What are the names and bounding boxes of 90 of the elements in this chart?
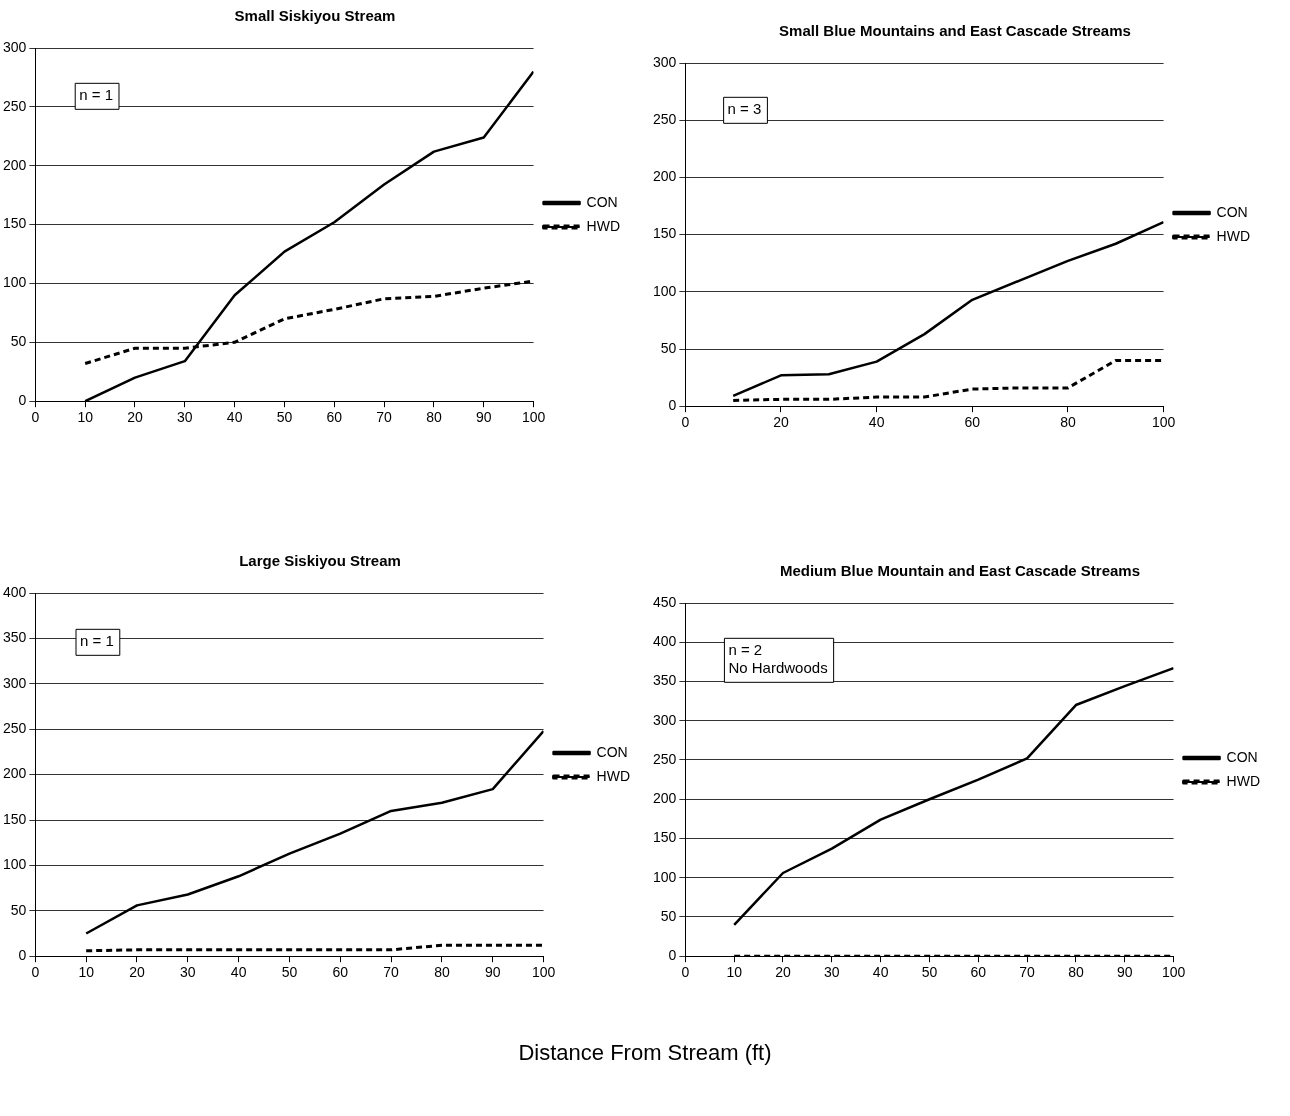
y-tick-label: 350: [653, 672, 677, 689]
y-tick-label: 0: [668, 397, 677, 414]
annotation: n = 1: [80, 631, 114, 649]
chart-title: Small Blue Mountains and East Cascade Streams: [779, 22, 1131, 40]
y-tick-label: 250: [653, 750, 677, 767]
x-tick-label: 50: [281, 964, 298, 981]
y-tick-label: 100: [3, 274, 27, 291]
x-tick-label: 100: [521, 409, 546, 426]
x-tick-label: 60: [964, 414, 981, 431]
x-tick-label: 80: [434, 964, 450, 981]
x-tick-label: 40: [872, 964, 889, 981]
x-tick-label: 0: [681, 964, 690, 981]
x-tick-label: 80: [1060, 414, 1076, 431]
line-series: [731, 358, 1164, 402]
x-tick-label: 10: [78, 964, 95, 981]
legend-label: CON: [1216, 203, 1248, 220]
y-tick-label: 200: [653, 790, 677, 807]
chart-title: Medium Blue Mountain and East Cascade Streams: [779, 562, 1141, 580]
y-tick-label: 250: [3, 720, 27, 737]
x-tick-label: 100: [531, 964, 556, 981]
y-tick-label: 150: [3, 810, 27, 827]
x-tick-label: 40: [868, 414, 885, 431]
x-tick-label: 10: [77, 409, 94, 426]
x-tick-label: 20: [775, 964, 791, 981]
legend-label: HWD: [596, 767, 630, 784]
x-tick-label: 0: [31, 409, 40, 426]
x-tick-label: 70: [1019, 964, 1036, 981]
y-tick-label: 400: [3, 583, 27, 600]
x-tick-label: 20: [127, 409, 143, 426]
y-tick-label: 350: [3, 629, 27, 646]
y-tick-label: 50: [10, 333, 27, 350]
y-tick-label: 250: [3, 97, 27, 114]
legend-label: HWD: [1226, 772, 1260, 789]
y-tick-label: 100: [653, 282, 677, 299]
y-tick-label: 200: [3, 765, 27, 782]
y-tick-label: 0: [18, 392, 27, 409]
legend-label: CON: [586, 193, 618, 210]
y-tick-label: 300: [3, 38, 27, 55]
x-tick-label: 30: [824, 964, 840, 981]
y-tick-label: 300: [653, 53, 677, 70]
x-tick-label: 30: [177, 409, 193, 426]
x-tick-label: 100: [1151, 414, 1176, 431]
x-tick-label: 20: [129, 964, 145, 981]
x-tick-label: 50: [921, 964, 938, 981]
legend-label: CON: [1226, 748, 1258, 765]
x-axis-title: Distance From Stream (ft): [517, 1040, 773, 1066]
y-tick-label: 50: [660, 339, 677, 356]
y-tick-label: 100: [3, 856, 27, 873]
x-tick-label: 90: [475, 409, 492, 426]
annotation: n = 2 No Hardwoods: [728, 640, 828, 676]
y-tick-label: 100: [653, 868, 677, 885]
chart-title: Large Siskiyou Stream: [239, 552, 401, 570]
x-tick-label: 80: [1068, 964, 1084, 981]
y-tick-label: 250: [653, 111, 677, 128]
y-tick-label: 50: [10, 901, 27, 918]
y-tick-label: 200: [653, 168, 677, 185]
annotation: n = 1: [79, 85, 113, 103]
x-tick-label: 100: [1161, 964, 1186, 981]
x-tick-label: 90: [1116, 964, 1133, 981]
chart-title: Small Siskiyou Stream: [234, 7, 396, 25]
x-tick-label: 90: [484, 964, 501, 981]
x-tick-label: 40: [226, 409, 243, 426]
y-tick-label: 0: [668, 947, 677, 964]
x-tick-label: 40: [230, 964, 247, 981]
x-tick-label: 70: [383, 964, 400, 981]
y-tick-label: 300: [653, 711, 677, 728]
x-tick-label: 0: [681, 414, 690, 431]
x-tick-label: 60: [326, 409, 343, 426]
legend-label: HWD: [1216, 227, 1250, 244]
y-tick-label: 50: [660, 907, 677, 924]
x-tick-label: 0: [31, 964, 40, 981]
x-tick-label: 60: [970, 964, 987, 981]
y-tick-label: 0: [18, 947, 27, 964]
y-tick-label: 450: [653, 593, 677, 610]
y-tick-label: 400: [653, 633, 677, 650]
x-tick-label: 80: [426, 409, 442, 426]
x-tick-label: 70: [376, 409, 393, 426]
y-tick-label: 200: [3, 156, 27, 173]
x-tick-label: 60: [332, 964, 349, 981]
x-tick-label: 20: [773, 414, 789, 431]
y-tick-label: 300: [3, 674, 27, 691]
y-tick-label: 150: [653, 225, 677, 242]
y-tick-label: 150: [653, 829, 677, 846]
legend-label: CON: [596, 743, 628, 760]
x-tick-label: 10: [726, 964, 743, 981]
x-tick-label: 50: [276, 409, 293, 426]
legend-label: HWD: [586, 217, 620, 234]
y-tick-label: 150: [3, 215, 27, 232]
annotation: n = 3: [727, 99, 762, 117]
x-tick-label: 30: [180, 964, 196, 981]
